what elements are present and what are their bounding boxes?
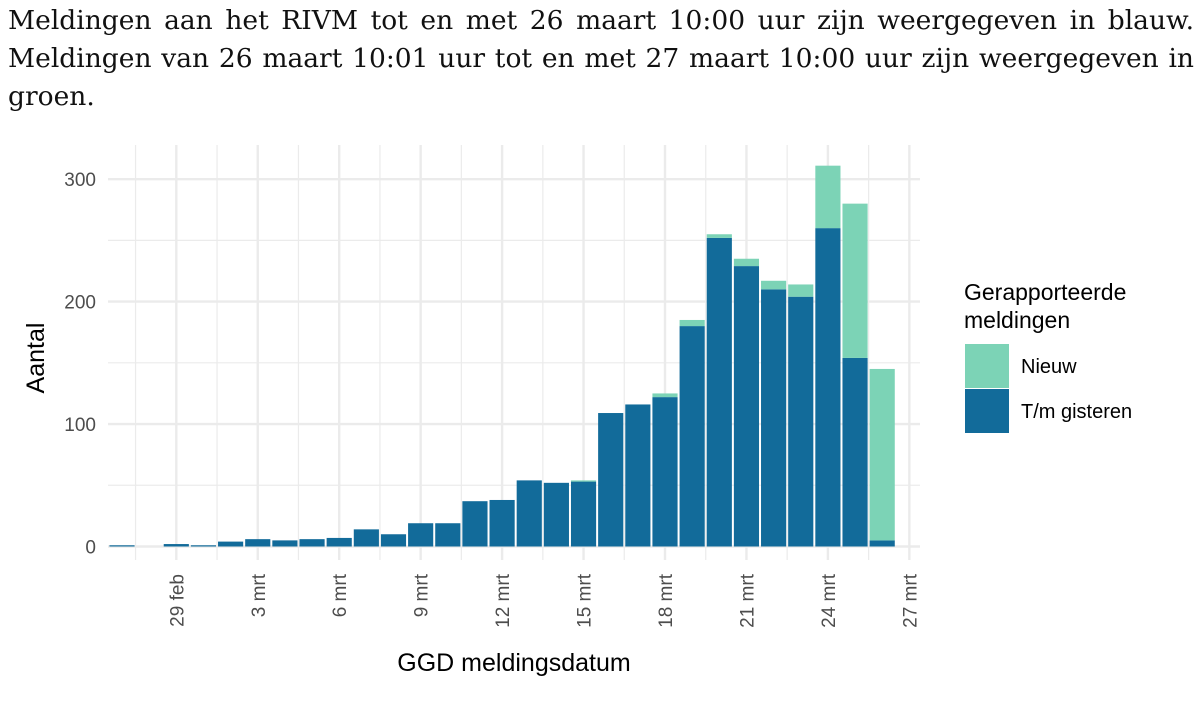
bar-t-m-gisteren <box>516 480 542 547</box>
bar-t-m-gisteren <box>326 537 352 547</box>
bar-t-m-gisteren <box>190 545 217 547</box>
y-tick-label: 300 <box>64 170 96 191</box>
bar-nieuw <box>733 258 760 267</box>
bar-t-m-gisteren <box>788 296 814 547</box>
bar-t-m-gisteren <box>733 266 760 547</box>
bar-nieuw <box>652 393 678 398</box>
bar-t-m-gisteren <box>598 413 624 547</box>
bar-t-m-gisteren <box>109 545 135 547</box>
y-tick-label: 100 <box>64 415 96 436</box>
bar-t-m-gisteren <box>163 544 189 547</box>
bar-nieuw <box>706 234 732 238</box>
bar-nieuw <box>570 480 597 482</box>
legend-label: T/m gisteren <box>1021 401 1132 423</box>
bar-t-m-gisteren <box>489 499 515 547</box>
bar-t-m-gisteren <box>869 540 895 547</box>
bar-t-m-gisteren <box>570 481 597 547</box>
y-axis-title: Aantal <box>22 323 50 394</box>
bar-t-m-gisteren <box>353 529 379 547</box>
x-tick-label: 9 mrt <box>412 573 433 617</box>
bar-t-m-gisteren <box>625 404 651 547</box>
legend-title-line-1: Gerapporteerde <box>964 279 1126 305</box>
bar-nieuw <box>869 368 895 541</box>
x-tick-label: 3 mrt <box>249 573 270 617</box>
x-tick-label: 21 mrt <box>737 573 758 628</box>
caption-line-1: Meldingen aan het RIVM tot en met 26 maa… <box>8 5 1194 36</box>
bar-t-m-gisteren <box>543 482 569 547</box>
bar-t-m-gisteren <box>815 228 841 547</box>
caption-line-3: groen. <box>8 81 95 112</box>
bar-t-m-gisteren <box>435 523 461 547</box>
x-tick-label: 24 mrt <box>819 573 840 628</box>
bar-t-m-gisteren <box>380 534 407 547</box>
bar-nieuw <box>679 319 705 327</box>
bar-t-m-gisteren <box>245 539 271 547</box>
bar-t-m-gisteren <box>218 541 244 547</box>
legend-title-line-2: meldingen <box>964 307 1070 333</box>
bar-t-m-gisteren <box>462 501 488 547</box>
bar-nieuw <box>788 284 814 297</box>
bar-t-m-gisteren <box>842 357 868 547</box>
bar-nieuw <box>815 165 841 229</box>
y-tick-label: 0 <box>85 538 96 559</box>
caption-line-2: Meldingen van 26 maart 10:01 uur tot en … <box>8 43 1194 74</box>
x-tick-label: 27 mrt <box>900 573 921 628</box>
bar-nieuw <box>842 203 868 358</box>
x-tick-label: 6 mrt <box>330 573 351 617</box>
x-tick-label: 15 mrt <box>575 573 596 628</box>
bar-t-m-gisteren <box>761 289 787 547</box>
y-axis-ticks: 0 100 200 300 <box>64 170 96 558</box>
x-tick-label: 12 mrt <box>493 573 514 628</box>
x-axis-title: GGD meldingsdatum <box>397 649 630 677</box>
legend: Gerapporteerde meldingen Nieuw T/m gister… <box>964 279 1132 433</box>
bar-t-m-gisteren <box>652 397 678 547</box>
x-axis-ticks: 29 feb 3 mrt 6 mrt 9 mrt 12 mrt 15 mrt 18 mrt 2… <box>167 573 921 628</box>
x-tick-label: 29 feb <box>167 574 188 627</box>
bars <box>109 165 895 547</box>
legend-key-t-m-gisteren <box>965 389 1009 433</box>
bar-t-m-gisteren <box>679 326 705 547</box>
bar-nieuw <box>761 280 787 290</box>
bar-t-m-gisteren <box>706 237 732 547</box>
x-tick-label: 18 mrt <box>656 573 677 628</box>
chart-caption: Meldingen aan het RIVM tot en met 26 maa… <box>8 2 1194 116</box>
y-tick-label: 200 <box>64 293 96 314</box>
legend-key-nieuw <box>965 344 1009 388</box>
bar-t-m-gisteren <box>408 523 434 547</box>
bar-t-m-gisteren <box>272 540 298 547</box>
bar-t-m-gisteren <box>299 539 325 547</box>
legend-label: Nieuw <box>1021 356 1077 378</box>
